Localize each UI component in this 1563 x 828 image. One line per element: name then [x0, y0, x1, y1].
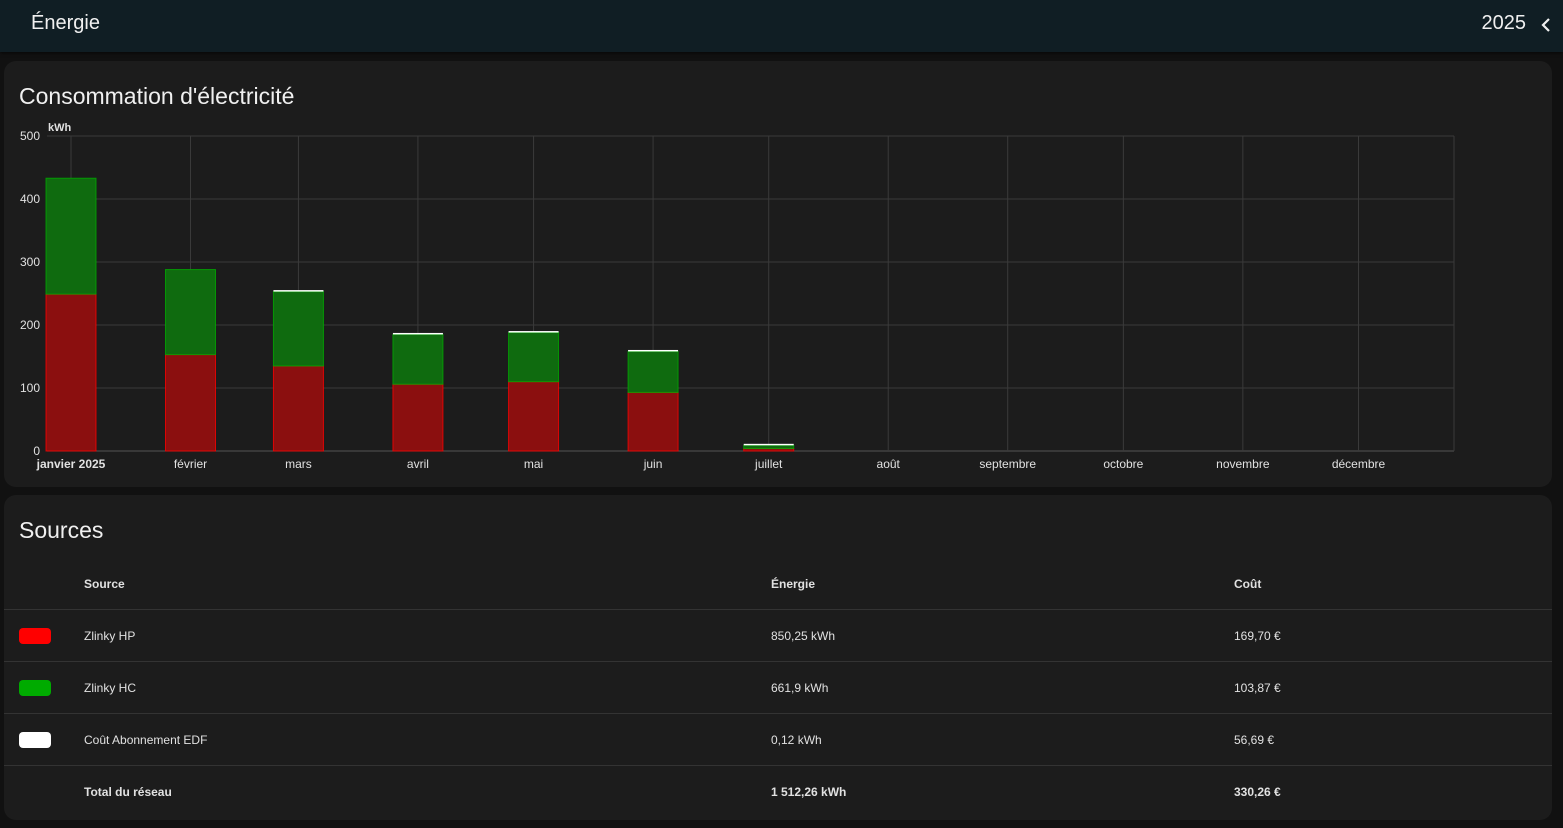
bar-segment — [743, 444, 795, 449]
table-row[interactable]: Zlinky HP 850,25 kWh 169,70 € — [4, 609, 1552, 662]
bar-segment — [273, 290, 324, 292]
header-cost: Coût — [1234, 559, 1552, 610]
consumption-card: Consommation d'électricité 0 100 200 300 400… — [4, 61, 1552, 487]
x-tick-label: septembre — [979, 457, 1036, 471]
y-tick-label: 400 — [20, 192, 40, 206]
consumption-chart: 0 100 200 300 400 500 kWh janvier 2025 février ma… — [20, 122, 1455, 471]
header-source: Source — [84, 559, 771, 610]
chart-card-title: Consommation d'électricité — [19, 83, 295, 109]
table-row[interactable]: Coût Abonnement EDF 0,12 kWh 56,69 € — [4, 713, 1552, 766]
header-energy: Énergie — [771, 559, 1234, 610]
y-tick-label: 100 — [20, 381, 40, 395]
x-tick-label: avril — [407, 457, 429, 471]
x-tick-label: juillet — [754, 457, 783, 471]
bar-segment — [45, 177, 97, 295]
total-energy: 1 512,26 kWh — [771, 765, 1234, 818]
table-row[interactable]: Zlinky HC 661,9 kWh 103,87 € — [4, 661, 1552, 714]
total-label: Total du réseau — [84, 765, 771, 818]
source-name: Zlinky HC — [84, 661, 771, 714]
bar-segment — [272, 365, 324, 452]
bar-segment — [392, 383, 444, 452]
bar-segment — [627, 391, 679, 452]
bar-segment — [272, 291, 324, 367]
source-name: Coût Abonnement EDF — [84, 713, 771, 766]
bar-segment — [164, 269, 216, 356]
source-color-swatch — [19, 679, 51, 696]
bar-segment — [628, 349, 679, 352]
source-color-swatch — [19, 627, 51, 644]
sources-card-title: Sources — [19, 517, 104, 543]
source-cost: 56,69 € — [1234, 713, 1552, 766]
bar-segment — [508, 332, 560, 383]
source-cost: 103,87 € — [1234, 661, 1552, 714]
sources-card: Sources Source Énergie Coût Zlinky HP 85… — [4, 495, 1552, 820]
x-tick-label: janvier 2025 — [36, 457, 106, 471]
period-label: 2025 — [1481, 12, 1527, 34]
header-swatch-cell — [4, 559, 84, 610]
bar-segment — [164, 354, 216, 452]
bar-segment — [508, 331, 559, 333]
x-tick-label: août — [877, 457, 901, 471]
x-tick-label: mars — [285, 457, 312, 471]
source-energy: 0,12 kWh — [771, 713, 1234, 766]
x-tick-label: décembre — [1332, 457, 1386, 471]
page-title: Énergie — [31, 12, 100, 34]
source-energy: 661,9 kWh — [771, 661, 1234, 714]
y-tick-label: 0 — [33, 444, 40, 458]
bar-segment — [508, 381, 560, 452]
y-tick-label: 500 — [20, 129, 40, 143]
sources-table: Source Énergie Coût Zlinky HP 850,25 kWh… — [4, 559, 1552, 818]
source-color-swatch — [19, 731, 51, 748]
bar-segment — [743, 443, 794, 446]
x-tick-label: février — [174, 457, 207, 471]
source-name: Zlinky HP — [84, 609, 771, 662]
x-tick-label: juin — [643, 457, 663, 471]
source-cost: 169,70 € — [1234, 609, 1552, 662]
bar-segment — [392, 333, 444, 385]
source-energy: 850,25 kWh — [771, 609, 1234, 662]
x-tick-label: novembre — [1216, 457, 1270, 471]
bar-segment — [627, 350, 679, 393]
y-tick-label: 300 — [20, 255, 40, 269]
x-tick-label: mai — [524, 457, 543, 471]
y-tick-label: 200 — [20, 318, 40, 332]
chevron-left-icon[interactable] — [1537, 14, 1555, 36]
top-app-bar: Énergie 2025 — [0, 0, 1563, 52]
total-cost: 330,26 € — [1234, 765, 1552, 818]
total-row: Total du réseau 1 512,26 kWh 330,26 € — [4, 765, 1552, 818]
table-header-row: Source Énergie Coût — [4, 559, 1552, 610]
x-tick-label: octobre — [1103, 457, 1143, 471]
bar-segment — [45, 293, 97, 452]
bar-segment — [392, 332, 443, 335]
y-axis-label: kWh — [48, 122, 72, 134]
